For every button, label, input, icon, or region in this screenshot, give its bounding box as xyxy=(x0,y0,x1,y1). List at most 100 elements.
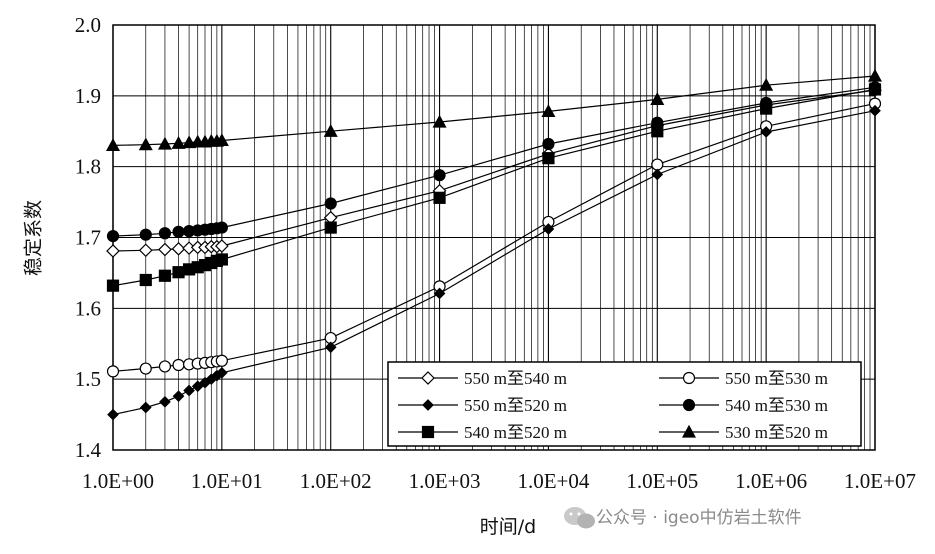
data-point xyxy=(139,273,152,287)
data-point xyxy=(172,358,185,372)
x-tick-labels: 1.0E+00 1.0E+01 1.0E+02 1.0E+03 1.0E+04 1.0E+… xyxy=(82,469,916,493)
watermark: 公众号 · igeo中仿岩土软件 xyxy=(564,507,802,529)
data-point xyxy=(682,398,696,412)
data-point xyxy=(171,241,186,256)
data-point xyxy=(139,401,152,414)
y-tick-label: 1.8 xyxy=(75,155,101,179)
data-point xyxy=(215,239,229,253)
data-point xyxy=(421,425,435,439)
data-point xyxy=(650,92,665,105)
legend: 550 m至540 m 550 m至530 m 550 m至520 m 540 m至5… xyxy=(387,361,862,447)
legend-label: 550 m至530 m xyxy=(725,369,828,388)
data-point xyxy=(433,169,446,182)
data-point xyxy=(158,227,172,240)
data-point xyxy=(324,197,337,210)
data-point xyxy=(541,104,556,118)
data-point xyxy=(106,229,120,243)
legend-label: 540 m至520 m xyxy=(464,423,567,442)
watermark-text: 公众号 · igeo中仿岩土软件 xyxy=(596,508,802,528)
data-point xyxy=(215,221,228,234)
data-point xyxy=(759,77,774,91)
data-point xyxy=(422,399,434,411)
y-tick-label: 1.7 xyxy=(75,226,101,250)
series-circle-open xyxy=(106,97,882,378)
data-point xyxy=(542,137,555,151)
data-point xyxy=(183,384,195,397)
y-tick-label: 1.9 xyxy=(75,84,101,108)
data-point xyxy=(216,366,228,379)
data-point xyxy=(542,152,555,165)
data-point xyxy=(433,191,446,204)
series-layer xyxy=(105,68,883,421)
data-point xyxy=(324,341,337,354)
data-point xyxy=(651,125,664,138)
data-point xyxy=(869,104,881,117)
data-point xyxy=(182,135,197,149)
data-point xyxy=(158,242,172,257)
legend-item: 540 m至530 m xyxy=(659,396,828,415)
data-point xyxy=(323,123,338,137)
legend-label: 550 m至540 m xyxy=(464,369,567,388)
data-point xyxy=(139,228,152,241)
legend-label: 540 m至530 m xyxy=(725,396,828,415)
data-point xyxy=(139,362,152,375)
data-point xyxy=(106,244,120,258)
data-point xyxy=(867,68,883,82)
legend-item: 550 m至520 m xyxy=(398,396,567,415)
data-point xyxy=(651,158,664,171)
x-tick-label: 1.0E+04 xyxy=(517,469,589,493)
data-point xyxy=(171,136,186,149)
y-tick-label: 1.4 xyxy=(75,438,102,462)
legend-item: 550 m至530 m xyxy=(659,369,828,388)
x-tick-label: 1.0E+03 xyxy=(409,469,481,493)
data-point xyxy=(215,253,228,266)
legend-item: 530 m至520 m xyxy=(659,423,828,442)
data-point xyxy=(214,133,229,147)
data-point xyxy=(107,408,119,421)
data-point xyxy=(158,360,172,373)
data-point xyxy=(158,269,172,282)
x-tick-label: 1.0E+02 xyxy=(300,469,372,493)
legend-label: 550 m至520 m xyxy=(464,396,567,415)
y-tick-label: 1.5 xyxy=(75,367,101,391)
x-tick-label: 1.0E+07 xyxy=(844,469,916,493)
x-tick-label: 1.0E+00 xyxy=(82,469,154,493)
x-tick-label: 1.0E+06 xyxy=(735,469,807,493)
data-point xyxy=(868,83,882,96)
legend-item: 540 m至520 m xyxy=(398,423,567,442)
data-point xyxy=(138,137,153,151)
series-triangle-filled xyxy=(105,68,883,152)
data-point xyxy=(157,136,172,150)
wechat-icon xyxy=(564,507,595,529)
x-tick-label: 1.0E+05 xyxy=(626,469,698,493)
data-point xyxy=(760,102,773,115)
data-point xyxy=(138,243,153,258)
legend-label: 530 m至520 m xyxy=(725,423,828,442)
data-point xyxy=(681,424,697,438)
data-point xyxy=(215,354,228,367)
y-tick-labels: 1.4 1.5 1.6 1.7 1.8 1.9 2.0 xyxy=(75,13,102,462)
data-point xyxy=(651,168,664,181)
series-diamond-filled xyxy=(107,104,881,421)
data-point xyxy=(106,365,120,378)
data-point xyxy=(105,138,121,152)
x-tick-label: 1.0E+01 xyxy=(191,469,263,493)
series-square-filled xyxy=(106,83,882,292)
data-point xyxy=(106,279,120,292)
data-point xyxy=(172,266,185,279)
y-axis-label: 稳定系数 xyxy=(23,200,45,276)
legend-box xyxy=(387,361,862,447)
data-point xyxy=(159,395,171,408)
data-point xyxy=(760,126,772,138)
data-point xyxy=(682,371,696,385)
data-point xyxy=(421,371,435,385)
y-tick-label: 1.6 xyxy=(75,296,101,320)
data-point xyxy=(542,223,555,235)
data-point xyxy=(432,114,447,128)
data-point xyxy=(433,287,446,300)
x-axis-label: 时间/d xyxy=(480,516,536,538)
data-point xyxy=(172,225,185,238)
y-tick-label: 2.0 xyxy=(75,13,101,37)
data-point xyxy=(172,390,185,403)
